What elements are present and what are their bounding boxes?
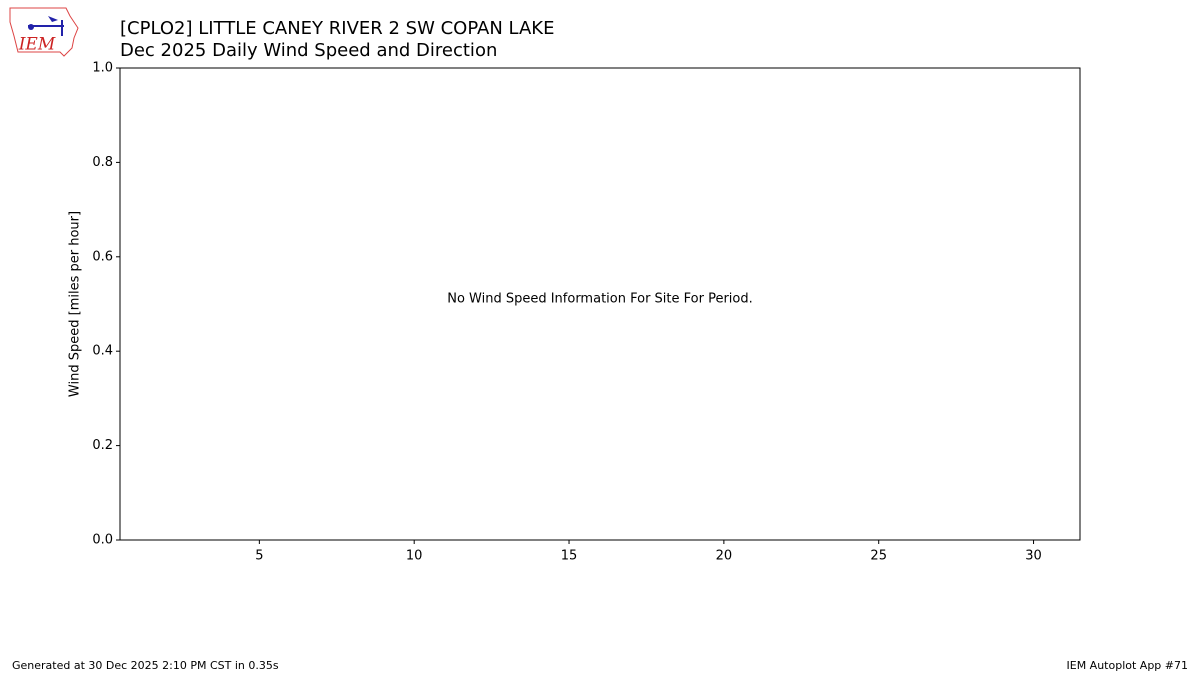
footer-right: IEM Autoplot App #71 bbox=[1067, 659, 1189, 672]
y-tick-label: 1.0 bbox=[92, 61, 113, 76]
x-tick-label: 25 bbox=[870, 549, 887, 564]
logo-vane bbox=[48, 16, 58, 22]
y-tick-label: 0.8 bbox=[92, 155, 113, 170]
x-tick-label: 20 bbox=[716, 549, 733, 564]
x-tick-label: 30 bbox=[1025, 549, 1042, 564]
chart-title: [CPLO2] LITTLE CANEY RIVER 2 SW COPAN LA… bbox=[120, 18, 555, 39]
chart-subtitle: Dec 2025 Daily Wind Speed and Direction bbox=[120, 40, 497, 61]
y-axis-label: Wind Speed [miles per hour] bbox=[68, 211, 83, 397]
x-tick-label: 15 bbox=[561, 549, 578, 564]
y-tick-label: 0.6 bbox=[92, 249, 113, 264]
x-tick-label: 5 bbox=[255, 549, 263, 564]
logo-text: IEM bbox=[18, 35, 56, 55]
logo: IEM bbox=[9, 7, 79, 57]
footer-left: Generated at 30 Dec 2025 2:10 PM CST in … bbox=[12, 659, 279, 672]
logo-dot bbox=[28, 24, 34, 30]
x-tick-label: 10 bbox=[406, 549, 423, 564]
plot-frame bbox=[119, 67, 1081, 541]
annotation: No Wind Speed Information For Site For P… bbox=[447, 292, 753, 307]
y-tick-label: 0.0 bbox=[92, 533, 113, 548]
y-tick-label: 0.2 bbox=[92, 438, 113, 453]
y-tick-label: 0.4 bbox=[92, 344, 113, 359]
